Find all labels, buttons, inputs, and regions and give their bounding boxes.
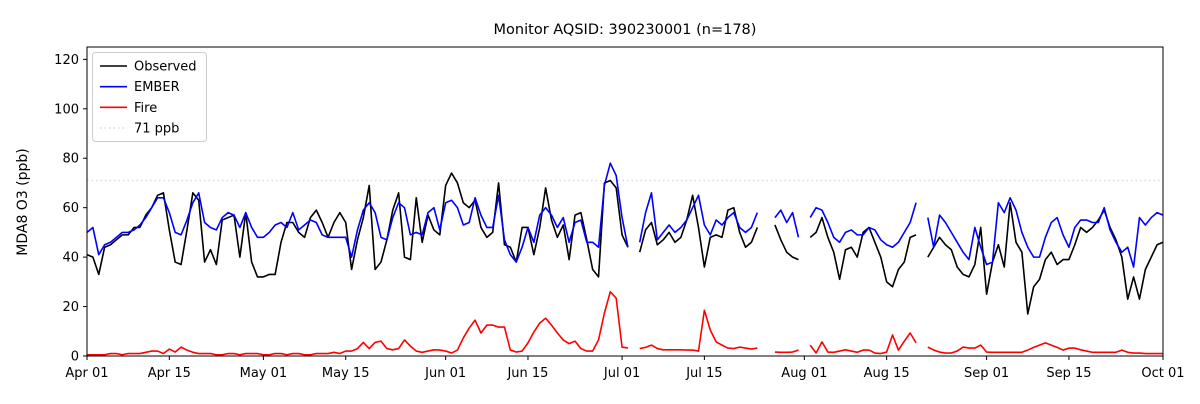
legend-label-threshold: 71 ppb xyxy=(134,122,179,137)
x-axis-tick-label: Sep 15 xyxy=(1046,366,1091,381)
ember-line xyxy=(86,162,1164,268)
y-axis-tick-label: 80 xyxy=(62,152,79,167)
legend-label-observed: Observed xyxy=(134,60,197,75)
x-axis-tick-label: May 15 xyxy=(322,366,370,381)
x-axis-tick-label: Jul 01 xyxy=(603,366,640,381)
x-axis-tick-label: Sep 01 xyxy=(964,366,1009,381)
x-axis-tick-label: Oct 01 xyxy=(1141,366,1184,381)
y-axis-label: MDA8 O3 (ppb) xyxy=(15,148,31,256)
y-axis-tick-label: 100 xyxy=(54,102,79,117)
chart-title: Monitor AQSID: 390230001 (n=178) xyxy=(494,22,757,38)
x-axis-tick-label: Jun 15 xyxy=(506,366,548,381)
y-axis-tick-label: 60 xyxy=(62,201,79,216)
x-axis-tick-label: Jul 15 xyxy=(685,366,722,381)
x-axis-tick-label: Apr 15 xyxy=(148,366,191,381)
y-axis-tick-label: 20 xyxy=(62,300,79,315)
x-axis-tick-label: May 01 xyxy=(240,366,288,381)
y-axis-tick-label: 120 xyxy=(54,53,79,68)
y-axis-tick-label: 0 xyxy=(71,350,79,365)
fire-line xyxy=(87,290,1163,356)
legend-label-fire: Fire xyxy=(134,101,157,116)
legend: Observed EMBER Fire 71 ppb xyxy=(92,52,207,142)
legend-box xyxy=(92,52,207,142)
observed-line xyxy=(86,172,1164,315)
x-axis-tick-label: Aug 15 xyxy=(864,366,910,381)
y-axis-tick-label: 40 xyxy=(62,251,79,266)
axes-frame xyxy=(86,46,1164,357)
x-axis-tick-label: Jun 01 xyxy=(424,366,466,381)
x-axis-tick-label: Apr 01 xyxy=(65,366,108,381)
legend-label-ember: EMBER xyxy=(134,80,180,95)
x-axis-tick-label: Aug 01 xyxy=(781,366,827,381)
plot-area-content: Apr 01 Apr 15 May 01 May 15 Jun 01 Jun 15 Jul … xyxy=(54,53,1184,381)
